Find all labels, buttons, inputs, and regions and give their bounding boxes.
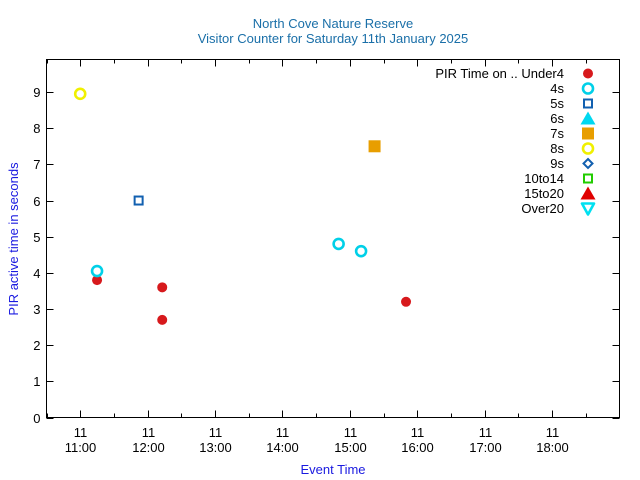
x-tick-label-time: 14:00: [266, 440, 299, 455]
data-point-7s: [368, 140, 381, 153]
x-tick-label-time: 15:00: [334, 440, 367, 455]
legend-label: 8s: [550, 141, 564, 156]
legend-label: 4s: [550, 81, 564, 96]
x-tick-label-day: 11: [344, 425, 358, 440]
x-tick-label-day: 11: [546, 425, 560, 440]
legend-label: Over20: [521, 201, 564, 216]
legend-marker-6s: [580, 111, 596, 125]
y-tick-label: 6: [33, 194, 40, 209]
y-tick-label: 7: [33, 157, 40, 172]
y-axis-label: PIR active time in seconds: [6, 162, 21, 316]
y-tick-label: 8: [33, 121, 40, 136]
data-point-4s: [90, 264, 104, 278]
legend-marker-over20: [580, 202, 596, 216]
x-tick-label-day: 11: [209, 425, 223, 440]
legend-marker-9s: [582, 157, 594, 170]
x-tick-label-time: 18:00: [536, 440, 569, 455]
legend-marker-4s: [581, 82, 595, 95]
data-point-4s: [354, 244, 368, 258]
data-point-under4: [92, 275, 103, 286]
data-point-under4: [157, 314, 168, 325]
y-tick-label: 9: [33, 85, 40, 100]
y-tick-label: 1: [33, 374, 40, 389]
data-point-8s: [73, 87, 87, 101]
y-tick-label: 4: [33, 266, 40, 281]
x-tick-label-time: 16:00: [401, 440, 434, 455]
y-tick-label: 5: [33, 230, 40, 245]
legend-marker-15to20: [580, 186, 596, 200]
data-point-4s: [332, 237, 345, 251]
data-point-under4: [401, 296, 412, 307]
legend-marker-7s: [582, 127, 594, 140]
x-tick-label-time: 17:00: [469, 440, 502, 455]
y-tick-label: 0: [33, 411, 40, 426]
x-axis-label: Event Time: [300, 462, 365, 477]
plot-area-frame: [46, 59, 620, 418]
x-tick-label-time: 13:00: [199, 440, 232, 455]
legend-label: PIR Time on .. Under4: [435, 66, 564, 81]
x-tick-label-time: 11:00: [65, 440, 97, 455]
legend-label: 7s: [550, 126, 564, 141]
x-tick-label-day: 11: [142, 425, 156, 440]
axis-ticks: [46, 59, 620, 419]
y-tick-label: 3: [33, 302, 40, 317]
data-points: [73, 87, 412, 325]
legend-marker-5s: [583, 98, 593, 109]
x-tick-label-day: 11: [276, 425, 290, 440]
legend: PIR Time on .. Under44s5s6s7s8s9s10to141…: [435, 66, 596, 216]
data-point-under4: [157, 282, 168, 293]
legend-label: 5s: [550, 96, 564, 111]
x-tick-label-day: 11: [479, 425, 493, 440]
y-tick-label: 2: [33, 338, 40, 353]
legend-marker-under4: [583, 68, 593, 79]
legend-label: 10to14: [524, 171, 564, 186]
legend-label: 15to20: [524, 186, 564, 201]
legend-marker-8s: [581, 142, 595, 155]
tick-labels: 01234567891111:001112:001113:001114:0011…: [33, 85, 569, 455]
legend-marker-10to14: [583, 173, 593, 184]
x-tick-label-day: 11: [411, 425, 425, 440]
x-tick-label-day: 11: [74, 425, 88, 440]
chart-subtitle: Visitor Counter for Saturday 11th Januar…: [198, 31, 469, 46]
x-tick-label-time: 12:00: [132, 440, 165, 455]
chart-title: North Cove Nature Reserve: [253, 16, 413, 31]
legend-label: 9s: [550, 156, 564, 171]
legend-label: 6s: [550, 111, 564, 126]
data-point-5s: [133, 195, 144, 206]
